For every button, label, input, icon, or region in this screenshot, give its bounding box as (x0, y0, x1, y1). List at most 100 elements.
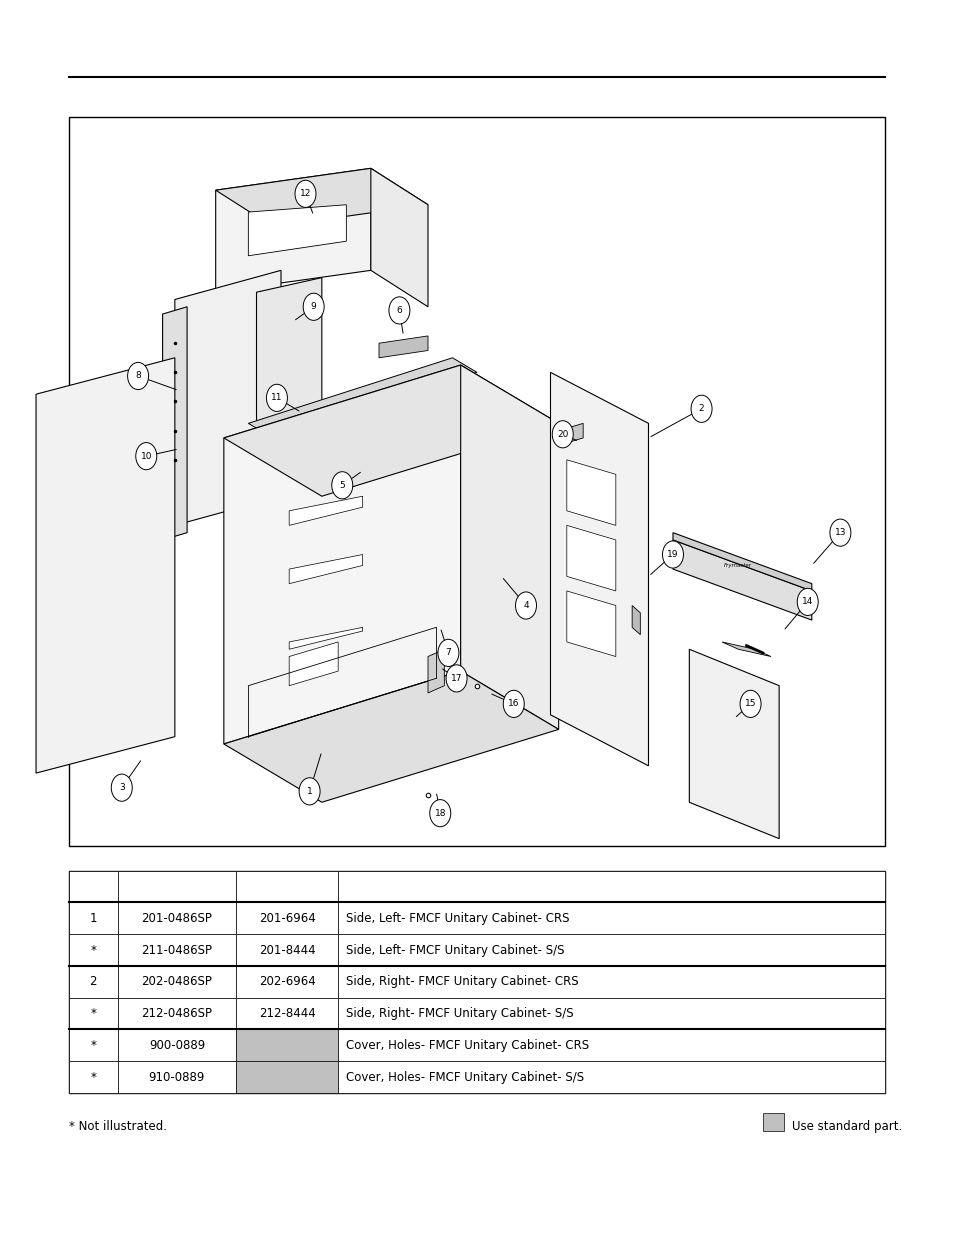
Polygon shape (566, 590, 616, 657)
Text: 19: 19 (666, 550, 678, 559)
Bar (69, 1030, 117, 1061)
Bar (117, 934, 235, 966)
Circle shape (829, 519, 850, 546)
Text: 10: 10 (140, 452, 152, 461)
Bar (69, 966, 117, 998)
Bar (235, 1030, 337, 1061)
Polygon shape (289, 555, 362, 584)
Bar (235, 998, 337, 1030)
Bar (337, 903, 884, 934)
Polygon shape (558, 424, 582, 445)
Text: 201-8444: 201-8444 (258, 944, 315, 957)
Circle shape (503, 690, 524, 718)
Polygon shape (289, 496, 362, 525)
Circle shape (135, 442, 156, 469)
Circle shape (266, 384, 287, 411)
Text: Side, Left- FMCF Unitary Cabinet- S/S: Side, Left- FMCF Unitary Cabinet- S/S (345, 944, 564, 957)
Text: Cover, Holes- FMCF Unitary Cabinet- S/S: Cover, Holes- FMCF Unitary Cabinet- S/S (345, 1071, 583, 1083)
Circle shape (112, 774, 132, 802)
Bar (117, 903, 235, 934)
Bar (337, 1030, 884, 1061)
Bar (117, 871, 235, 903)
Text: 4: 4 (522, 601, 528, 610)
Polygon shape (248, 205, 346, 256)
Text: 212-8444: 212-8444 (258, 1007, 315, 1020)
Circle shape (429, 799, 450, 826)
Circle shape (299, 778, 320, 805)
Text: Cover, Holes- FMCF Unitary Cabinet- CRS: Cover, Holes- FMCF Unitary Cabinet- CRS (345, 1039, 588, 1052)
Bar (69, 998, 117, 1030)
Text: 18: 18 (434, 809, 446, 818)
Text: 11: 11 (271, 394, 282, 403)
Polygon shape (566, 459, 616, 525)
Bar (117, 966, 235, 998)
Bar (337, 934, 884, 966)
Text: 201-0486SP: 201-0486SP (141, 911, 213, 925)
Bar (337, 998, 884, 1030)
Bar (69, 871, 117, 903)
Bar (69, 934, 117, 966)
Text: 9: 9 (311, 303, 316, 311)
Text: 2: 2 (698, 404, 703, 414)
Bar (69, 871, 884, 1093)
Text: Side, Right- FMCF Unitary Cabinet- S/S: Side, Right- FMCF Unitary Cabinet- S/S (345, 1007, 573, 1020)
Text: 910-0889: 910-0889 (149, 1071, 205, 1083)
Text: 15: 15 (744, 699, 756, 709)
Bar (337, 966, 884, 998)
Text: 201-6964: 201-6964 (258, 911, 315, 925)
Text: Side, Left- FMCF Unitary Cabinet- CRS: Side, Left- FMCF Unitary Cabinet- CRS (345, 911, 569, 925)
Bar (235, 871, 337, 903)
Bar (337, 1061, 884, 1093)
Bar (69, 117, 884, 846)
Text: 16: 16 (507, 699, 519, 709)
Polygon shape (289, 627, 362, 650)
Text: 5: 5 (339, 480, 345, 490)
Polygon shape (224, 366, 460, 743)
Polygon shape (371, 168, 428, 306)
Text: 202-6964: 202-6964 (258, 976, 315, 988)
Polygon shape (632, 605, 639, 635)
Polygon shape (224, 671, 558, 803)
Polygon shape (248, 431, 501, 519)
Text: 17: 17 (451, 674, 462, 683)
Text: 202-0486SP: 202-0486SP (141, 976, 213, 988)
Circle shape (797, 588, 818, 615)
Text: 6: 6 (396, 306, 402, 315)
Polygon shape (162, 306, 187, 540)
Bar (69, 1061, 117, 1093)
Text: 1: 1 (90, 911, 97, 925)
Text: 212-0486SP: 212-0486SP (141, 1007, 213, 1020)
Circle shape (128, 362, 149, 389)
Polygon shape (248, 358, 476, 438)
Text: * Not illustrated.: * Not illustrated. (69, 1120, 167, 1134)
Bar (69, 903, 117, 934)
Text: Use standard part.: Use standard part. (791, 1120, 902, 1134)
Bar (117, 1061, 235, 1093)
Text: Side, Right- FMCF Unitary Cabinet- CRS: Side, Right- FMCF Unitary Cabinet- CRS (345, 976, 578, 988)
Text: 3: 3 (119, 783, 125, 792)
Text: Frymaster: Frymaster (723, 563, 752, 568)
Circle shape (294, 180, 315, 207)
Circle shape (389, 296, 410, 324)
Bar (117, 998, 235, 1030)
Bar (117, 1030, 235, 1061)
Bar (235, 1061, 337, 1093)
Circle shape (552, 421, 573, 448)
Bar (337, 871, 884, 903)
Polygon shape (428, 650, 444, 693)
Text: 20: 20 (557, 430, 568, 438)
Circle shape (661, 541, 682, 568)
Text: *: * (91, 1071, 96, 1083)
Polygon shape (215, 168, 428, 227)
Bar (235, 934, 337, 966)
Text: 13: 13 (834, 529, 845, 537)
Circle shape (515, 592, 536, 619)
Polygon shape (289, 642, 337, 685)
Text: 7: 7 (445, 648, 451, 657)
Text: 12: 12 (299, 189, 311, 199)
Polygon shape (256, 278, 321, 482)
Polygon shape (672, 540, 811, 620)
Polygon shape (721, 642, 770, 657)
Text: 1: 1 (307, 787, 313, 795)
Polygon shape (174, 270, 281, 525)
